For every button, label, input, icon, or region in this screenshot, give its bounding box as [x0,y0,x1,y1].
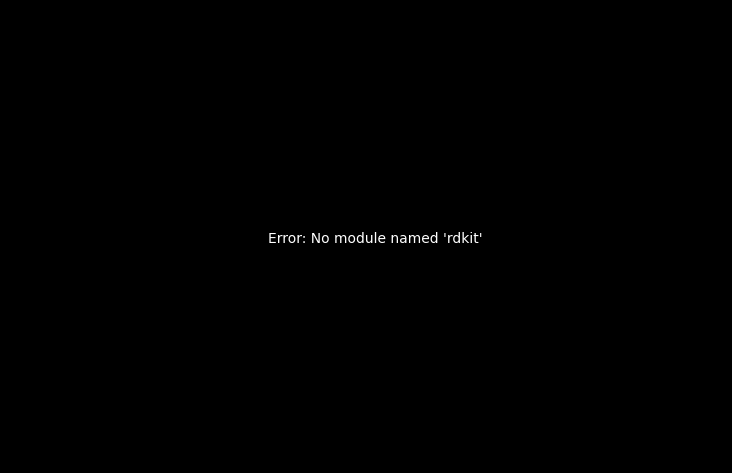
Text: Error: No module named 'rdkit': Error: No module named 'rdkit' [268,232,482,246]
